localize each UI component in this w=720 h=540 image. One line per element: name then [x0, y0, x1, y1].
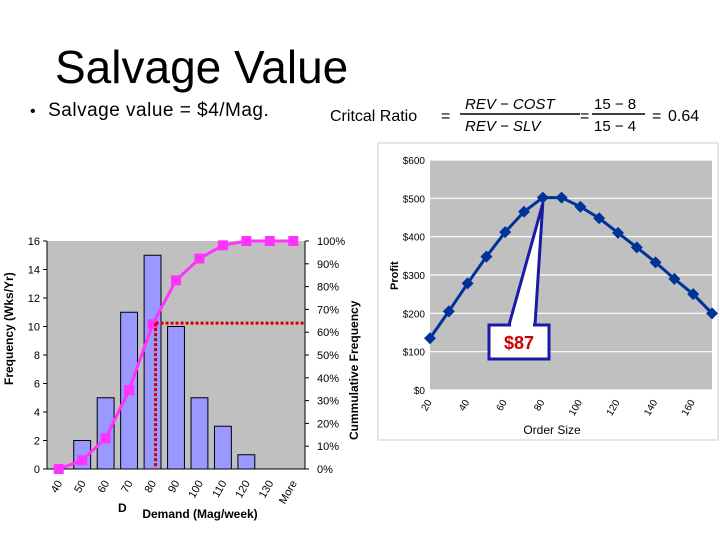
profit-xtick-label: 20	[420, 398, 435, 414]
histogram-bar	[213, 425, 232, 470]
profit-point	[706, 307, 718, 320]
cumulative-point	[217, 240, 228, 251]
profit-point	[480, 250, 493, 263]
profit-ytick-label: $100	[403, 348, 426, 359]
histogram-y2tick-label: 90%	[317, 259, 339, 271]
profit-point	[687, 288, 700, 301]
profit-xlabel: Order Size	[523, 423, 581, 437]
cumulative-point	[241, 236, 252, 246]
histogram-ytick-label: 0	[34, 464, 40, 476]
formula-lhs: Critcal Ratio	[330, 108, 417, 125]
histogram-ytick-label: 16	[28, 236, 40, 248]
histogram-y2tick-label: 100%	[317, 236, 345, 248]
histogram-xtick-label: 70	[119, 479, 136, 496]
histogram-y2label: Cummulative Frequency	[347, 300, 361, 440]
profit-point	[630, 241, 643, 254]
cumulative-point	[147, 319, 158, 330]
profit-point	[649, 256, 662, 269]
bullet-label: Salvage value = $4/Mag.	[48, 100, 270, 121]
cumulative-point	[53, 464, 64, 474]
profit-point	[499, 226, 512, 239]
histogram-y2tick-label: 40%	[317, 373, 339, 385]
formula-eq1: =	[441, 108, 450, 125]
formula-num-val: 15 − 8	[594, 96, 636, 113]
bullet-dot: •	[30, 103, 37, 120]
profit-xtick-label: 40	[457, 398, 472, 414]
histogram-ytick-label: 8	[34, 350, 40, 362]
formula-den-val: 15 − 4	[594, 118, 636, 135]
profit-point	[518, 205, 530, 218]
profit-point	[442, 305, 455, 318]
histogram-ytick-label: 14	[28, 265, 40, 277]
profit-ytick-label: $400	[403, 233, 426, 244]
profit-ytick-label: $0	[414, 386, 426, 397]
histogram-ytick-label: 12	[28, 293, 40, 305]
histogram-xtick-label: 60	[96, 479, 113, 496]
bullet-text: • Salvage value = $4/Mag.	[30, 100, 269, 122]
formula-eq3: =	[652, 108, 661, 125]
histogram-xtick-label: 50	[72, 479, 89, 496]
cumulative-point	[288, 236, 299, 246]
slide-title: Salvage Value	[55, 41, 349, 93]
formula-num-sym: REV − COST	[465, 96, 556, 113]
histogram-bar	[167, 326, 185, 470]
profit-point	[612, 226, 624, 239]
histogram-xtick-label: 40	[49, 479, 66, 496]
cumulative-point	[124, 385, 135, 396]
profit-xtick-label: 80	[532, 398, 547, 414]
cumulative-point	[100, 433, 111, 444]
formula-result: 0.64	[668, 108, 699, 125]
histogram-ytick-label: 6	[34, 379, 40, 391]
profit-point	[574, 200, 587, 213]
histogram-ytick-label: 10	[28, 322, 40, 334]
cumulative-point	[194, 253, 205, 264]
histogram-y2tick-label: 60%	[317, 327, 339, 339]
cumulative-point	[77, 455, 88, 466]
histogram-y2tick-label: 80%	[317, 282, 339, 294]
profit-point	[461, 277, 474, 290]
profit-xtick-label: 60	[495, 398, 510, 414]
profit-line	[428, 196, 714, 340]
profit-ytick-label: $500	[403, 194, 426, 205]
histogram-bar	[237, 454, 256, 470]
histogram-bar	[190, 397, 209, 470]
profit-ytick-label: $200	[403, 309, 426, 320]
histogram-y2tick-label: 30%	[317, 396, 339, 408]
formula-den-sym: REV − SLV	[465, 118, 542, 135]
profit-ylabel: Profit	[389, 261, 401, 290]
cumulative-point	[171, 275, 181, 286]
histogram-y2tick-label: 70%	[317, 304, 339, 316]
histogram-xlabel-partial: D	[118, 501, 127, 515]
profit-ytick-label: $300	[403, 271, 426, 282]
histogram-xtick-label: 80	[143, 479, 160, 496]
profit-ytick-label: $600	[403, 156, 426, 167]
profit-point	[536, 191, 549, 204]
histogram-ytick-label: 2	[34, 436, 40, 448]
profit-point	[555, 191, 568, 204]
histogram-y2tick-label: 20%	[317, 418, 339, 430]
histogram-xlabel: Demand (Mag/week)	[142, 507, 257, 521]
callout-label: $87	[504, 333, 534, 353]
cumulative-point	[264, 236, 275, 246]
histogram-y2tick-label: 0%	[317, 464, 333, 476]
profit-point	[424, 332, 436, 345]
histogram-ylabel: Frequency (Wks/Yr)	[2, 272, 16, 385]
histogram-y2tick-label: 50%	[317, 350, 339, 362]
profit-point	[668, 272, 681, 285]
histogram-y2tick-label: 10%	[317, 441, 339, 453]
profit-point	[593, 212, 606, 225]
formula-eq2: =	[580, 108, 589, 125]
histogram-xtick-label: 90	[166, 479, 183, 496]
histogram-ytick-label: 4	[34, 407, 40, 419]
